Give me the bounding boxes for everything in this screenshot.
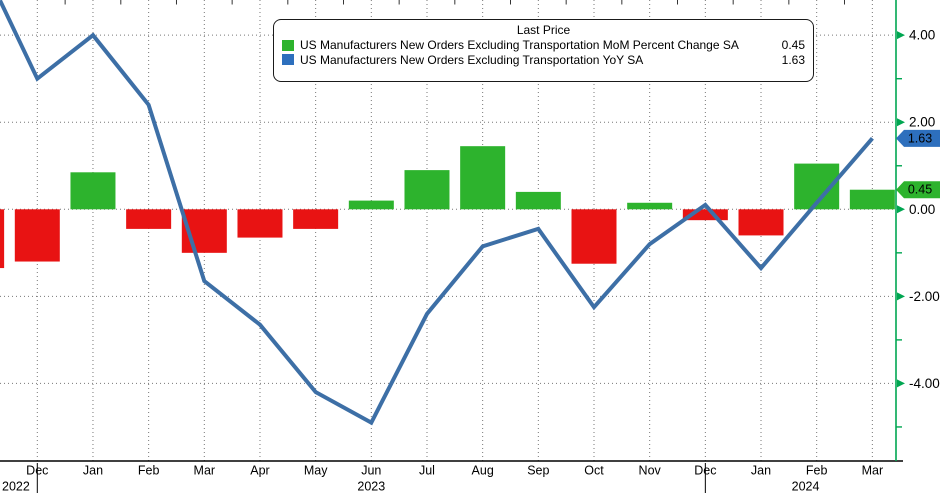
- y-axis-major-tick-arrow: [897, 205, 905, 214]
- mom-bar-dec-12[interactable]: [682, 209, 728, 221]
- legend-label-mom: US Manufacturers New Orders Excluding Tr…: [300, 38, 739, 52]
- mom-bar-sep-9[interactable]: [515, 191, 561, 210]
- last-price-badge-value-yoy: 1.63: [908, 131, 932, 145]
- legend-row-mom[interactable]: US Manufacturers New Orders Excluding Tr…: [282, 38, 805, 53]
- mom-bar-jan-1[interactable]: [70, 172, 116, 210]
- mom-bar-nov-11[interactable]: [627, 202, 673, 210]
- x-axis-month-label: Feb: [806, 464, 828, 478]
- y-axis-major-tick-arrow: [897, 118, 905, 127]
- last-price-badge-yoy[interactable]: [896, 129, 940, 147]
- y-axis-tick-label: 4.00: [909, 28, 935, 43]
- y-axis-major-tick-arrow: [897, 292, 905, 301]
- mom-bar-partial[interactable]: [0, 209, 5, 269]
- legend-title: Last Price: [516, 23, 571, 37]
- mom-bar-aug-8[interactable]: [460, 146, 506, 210]
- mom-bar-oct-10[interactable]: [571, 209, 617, 264]
- mom-series-swatch-icon: [282, 39, 294, 51]
- yoy-series-swatch-icon: [282, 54, 294, 66]
- last-price-badge-mom[interactable]: [896, 181, 940, 199]
- x-axis-year-label: 2024: [792, 480, 820, 494]
- x-axis-month-label: Mar: [862, 464, 884, 478]
- mom-bar-jul-7[interactable]: [404, 170, 450, 210]
- x-axis-month-label: Aug: [472, 464, 494, 478]
- mom-bar-mar-15[interactable]: [849, 189, 895, 210]
- x-axis-month-label: Jun: [361, 464, 381, 478]
- y-axis-tick-label: -2.00: [909, 289, 940, 304]
- y-axis-tick-label: -4.00: [909, 376, 940, 391]
- x-axis-month-label: Apr: [250, 464, 269, 478]
- mom-bar-feb-2[interactable]: [126, 209, 172, 229]
- x-axis-month-label: Oct: [584, 464, 604, 478]
- legend-box: Last Price US Manufacturers New Orders E…: [273, 19, 814, 82]
- y-axis-major-tick-arrow: [897, 379, 905, 388]
- x-axis-month-label: Sep: [527, 464, 549, 478]
- x-axis-month-label: Jan: [83, 464, 103, 478]
- legend-value-mom: 0.45: [781, 38, 805, 52]
- mom-bar-dec-0[interactable]: [14, 209, 60, 262]
- mom-bar-jan-13[interactable]: [738, 209, 784, 236]
- legend-row-yoy[interactable]: US Manufacturers New Orders Excluding Tr…: [282, 53, 805, 68]
- x-axis-month-label: Feb: [138, 464, 160, 478]
- legend-value-yoy: 1.63: [781, 52, 805, 67]
- y-axis-major-tick-arrow: [897, 31, 905, 40]
- legend-label-yoy: US Manufacturers New Orders Excluding Tr…: [300, 52, 644, 67]
- x-axis-month-label: Nov: [639, 464, 662, 478]
- x-axis-year-label: 2022: [2, 480, 30, 494]
- last-price-badge-value-mom: 0.45: [908, 183, 932, 197]
- x-axis-month-label: May: [304, 464, 328, 478]
- x-axis-month-label: Dec: [694, 464, 716, 478]
- yoy-line[interactable]: [0, 0, 874, 426]
- x-axis-year-label: 2023: [357, 480, 385, 494]
- y-axis-tick-label: 0.00: [909, 202, 935, 217]
- mom-bar-apr-4[interactable]: [237, 209, 283, 238]
- mom-bar-may-5[interactable]: [293, 209, 339, 229]
- x-axis-month-label: Mar: [194, 464, 216, 478]
- x-axis-month-label: Jul: [419, 464, 435, 478]
- y-axis-tick-label: 2.00: [909, 115, 935, 130]
- x-axis-month-label: Dec: [26, 464, 48, 478]
- x-axis-month-label: Jan: [751, 464, 771, 478]
- mom-bar-jun-6[interactable]: [348, 200, 394, 210]
